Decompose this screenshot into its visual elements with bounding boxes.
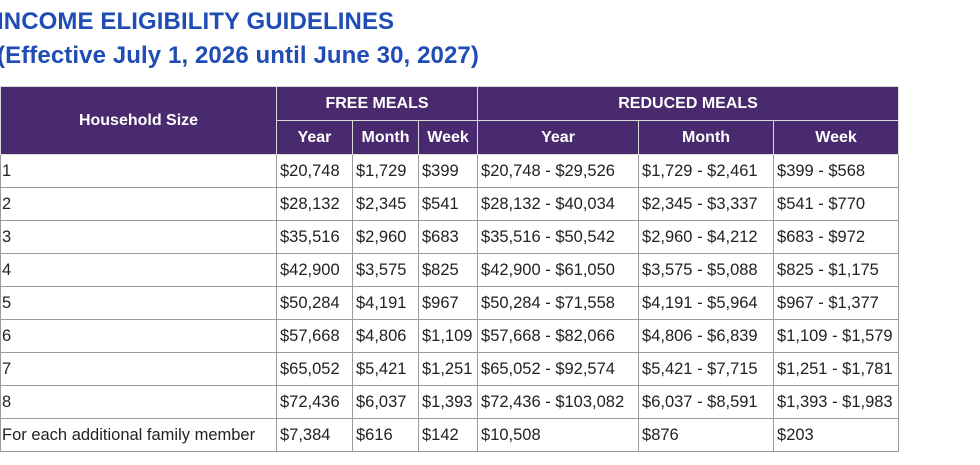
free-year-cell: $28,132 [276, 187, 353, 221]
free-year-cell: $50,284 [276, 286, 353, 320]
reduced-year-cell: $57,668 - $82,066 [477, 319, 640, 353]
household-size-header: Household Size [0, 86, 277, 155]
header-row-periods: Year Month Week Year Month Week [1, 120, 900, 155]
free-year-cell: $65,052 [276, 352, 353, 386]
free-month-cell: $4,806 [352, 319, 419, 353]
free-month-cell: $5,421 [352, 352, 419, 386]
reduced-meals-header: REDUCED MEALS [477, 86, 900, 121]
header-row-groups: Household Size FREE MEALS REDUCED MEALS [0, 86, 900, 155]
reduced-month-cell: $4,806 - $6,839 [638, 319, 775, 353]
reduced-month-cell: $1,729 - $2,461 [638, 154, 775, 188]
table-row: 5 $50,284 $4,191 $967 $50,284 - $71,558 $4,19… [0, 286, 900, 320]
reduced-week-cell: $967 - $1,377 [773, 286, 900, 320]
reduced-year-cell: $65,052 - $92,574 [477, 352, 640, 386]
free-week-cell: $1,393 [417, 385, 479, 419]
table-row: For each additional family member $7,384 $… [0, 418, 900, 452]
reduced-year-cell: $72,436 - $103,082 [477, 385, 640, 419]
reduced-week-cell: $1,393 - $1,983 [773, 385, 900, 419]
free-month-cell: $2,345 [352, 187, 419, 221]
reduced-month-cell: $876 [638, 418, 775, 452]
free-year-cell: $7,384 [276, 418, 353, 452]
reduced-year-cell: $10,508 [477, 418, 640, 452]
page-title: INCOME ELIGIBILITY GUIDELINES [0, 8, 395, 35]
reduced-week-cell: $683 - $972 [773, 220, 900, 254]
reduced-month-cell: $6,037 - $8,591 [638, 385, 775, 419]
free-week-cell: $1,251 [417, 352, 479, 386]
household-size-cell: 7 [0, 352, 277, 386]
free-week-cell: $1,109 [417, 319, 479, 353]
table-row: 6 $57,668 $4,806 $1,109 $57,668 - $82,066 $4,… [0, 319, 900, 353]
reduced-year-cell: $28,132 - $40,034 [477, 187, 640, 221]
reduced-year-cell: $20,748 - $29,526 [477, 154, 640, 188]
reduced-month-cell: $5,421 - $7,715 [638, 352, 775, 386]
household-size-cell: 5 [0, 286, 277, 320]
table-row: 8 $72,436 $6,037 $1,393 $72,436 - $103,082 $6… [0, 385, 900, 419]
free-week-cell: $683 [417, 220, 479, 254]
reduced-year-cell: $35,516 - $50,542 [477, 220, 640, 254]
reduced-week-cell: $203 [773, 418, 900, 452]
reduced-year-header: Year [477, 120, 640, 155]
household-size-cell: 1 [0, 154, 277, 188]
free-year-cell: $20,748 [276, 154, 353, 188]
household-size-cell: 6 [0, 319, 277, 353]
eligibility-table: Household Size FREE MEALS REDUCED MEALS … [0, 86, 900, 452]
reduced-week-cell: $1,109 - $1,579 [773, 319, 900, 353]
free-week-cell: $142 [417, 418, 479, 452]
free-year-cell: $57,668 [276, 319, 353, 353]
reduced-month-cell: $2,960 - $4,212 [638, 220, 775, 254]
household-size-cell: 3 [0, 220, 277, 254]
free-year-cell: $72,436 [276, 385, 353, 419]
table-row: 3 $35,516 $2,960 $683 $35,516 - $50,542 $2,96… [0, 220, 900, 254]
reduced-week-cell: $541 - $770 [773, 187, 900, 221]
reduced-week-cell: $825 - $1,175 [773, 253, 900, 287]
free-week-header: Week [417, 120, 479, 155]
reduced-week-header: Week [773, 120, 900, 155]
table-body: 1 $20,748 $1,729 $399 $20,748 - $29,526 $1,72… [0, 154, 900, 452]
free-week-cell: $967 [417, 286, 479, 320]
free-month-cell: $3,575 [352, 253, 419, 287]
free-meals-header: FREE MEALS [275, 86, 479, 121]
free-month-header: Month [352, 120, 419, 155]
free-month-cell: $616 [352, 418, 419, 452]
free-month-cell: $6,037 [352, 385, 419, 419]
reduced-year-cell: $50,284 - $71,558 [477, 286, 640, 320]
free-month-cell: $4,191 [352, 286, 419, 320]
table-row: 1 $20,748 $1,729 $399 $20,748 - $29,526 $1,72… [0, 154, 900, 188]
reduced-week-cell: $399 - $568 [773, 154, 900, 188]
table-row: 7 $65,052 $5,421 $1,251 $65,052 - $92,574 $5,… [0, 352, 900, 386]
free-year-cell: $42,900 [276, 253, 353, 287]
household-size-cell: 2 [0, 187, 277, 221]
free-month-cell: $2,960 [352, 220, 419, 254]
reduced-year-cell: $42,900 - $61,050 [477, 253, 640, 287]
page-subtitle: (Effective July 1, 2026 until June 30, 2… [0, 42, 479, 69]
free-year-header: Year [276, 120, 353, 155]
free-year-cell: $35,516 [276, 220, 353, 254]
free-week-cell: $541 [417, 187, 479, 221]
free-month-cell: $1,729 [352, 154, 419, 188]
household-size-cell: For each additional family member [0, 418, 277, 452]
table-row: 2 $28,132 $2,345 $541 $28,132 - $40,034 $2,34… [0, 187, 900, 221]
household-size-cell: 8 [0, 385, 277, 419]
reduced-week-cell: $1,251 - $1,781 [773, 352, 900, 386]
reduced-month-header: Month [638, 120, 775, 155]
table-row: 4 $42,900 $3,575 $825 $42,900 - $61,050 $3,57… [0, 253, 900, 287]
reduced-month-cell: $2,345 - $3,337 [638, 187, 775, 221]
free-week-cell: $825 [417, 253, 479, 287]
reduced-month-cell: $3,575 - $5,088 [638, 253, 775, 287]
free-week-cell: $399 [417, 154, 479, 188]
household-size-cell: 4 [0, 253, 277, 287]
reduced-month-cell: $4,191 - $5,964 [638, 286, 775, 320]
